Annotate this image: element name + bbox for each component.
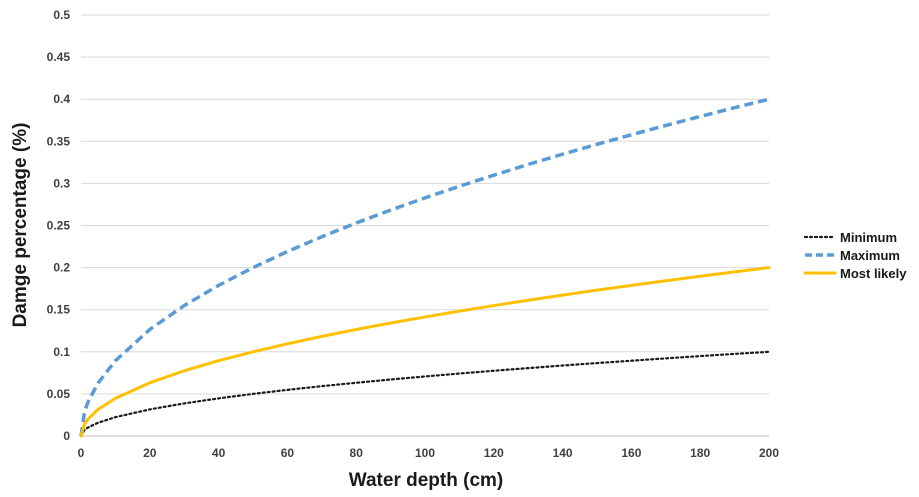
y-tick-label: 0.25: [47, 219, 71, 233]
legend: Minimum Maximum Most likely: [803, 230, 907, 281]
y-axis-title: Damge percentage (%): [10, 123, 31, 328]
series-line-minimum: [79, 350, 771, 438]
y-tick-label: 0.15: [47, 303, 71, 317]
x-tick-label: 180: [690, 446, 710, 460]
x-tick-label: 40: [212, 446, 226, 460]
legend-label: Minimum: [840, 230, 897, 245]
y-tick-label: 0: [63, 429, 70, 443]
series-line-most-likely: [79, 266, 771, 438]
x-tick-label: 100: [415, 446, 435, 460]
x-axis-title: Water depth (cm): [349, 470, 503, 491]
y-tick-label: 0.3: [53, 176, 70, 190]
x-tick-label: 140: [553, 446, 573, 460]
x-tick-label: 0: [78, 446, 85, 460]
x-tick-label: 80: [350, 446, 364, 460]
x-tick-labels: 0 20 40 60 80 100 120 140 160 180 200: [78, 446, 780, 460]
y-tick-labels: 0 0.05 0.1 0.15 0.2 0.25 0.3 0.35 0.4 0.45 0.5: [47, 8, 71, 443]
y-tick-label: 0.05: [47, 387, 71, 401]
y-tick-label: 0.1: [53, 345, 70, 359]
legend-label: Maximum: [840, 248, 900, 263]
legend-label: Most likely: [840, 266, 907, 281]
y-tick-label: 0.35: [47, 134, 71, 148]
x-tick-label: 120: [484, 446, 504, 460]
series-line-maximum: [79, 97, 770, 437]
x-tick-label: 20: [143, 446, 157, 460]
y-tick-label: 0.5: [53, 8, 70, 22]
y-tick-label: 0.4: [53, 92, 70, 106]
y-tick-label: 0.2: [53, 261, 70, 275]
gridlines: [81, 14, 769, 395]
series-lines: [79, 97, 771, 438]
y-tick-label: 0.45: [47, 50, 71, 64]
x-tick-label: 60: [281, 446, 295, 460]
x-tick-label: 200: [759, 446, 779, 460]
x-tick-label: 160: [621, 446, 641, 460]
